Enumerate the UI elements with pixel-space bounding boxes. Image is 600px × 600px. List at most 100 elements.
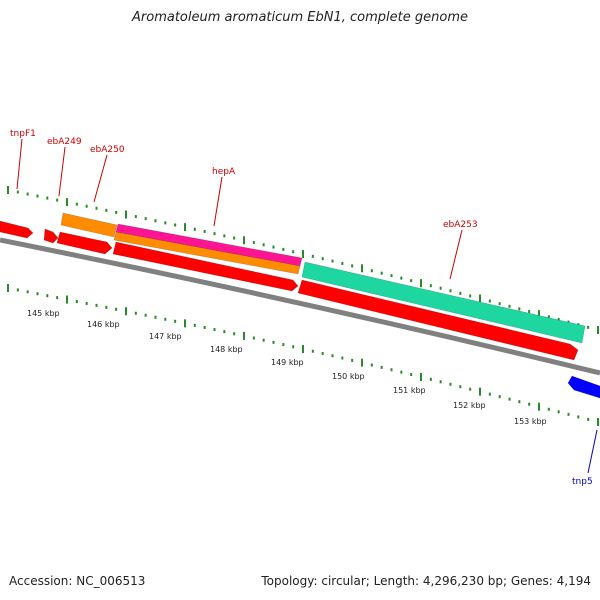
inner-minor-tick [115,307,118,311]
accession-text: Accession: NC_006513 [9,574,146,588]
outer-minor-tick [36,194,39,198]
genome-summary-text: Topology: circular; Length: 4,296,230 bp… [261,574,591,588]
outer-minor-tick [449,289,452,293]
inner-minor-tick [292,345,295,349]
inner-minor-tick [498,395,501,399]
inner-minor-tick [46,294,49,298]
tick-label-146: 146 kbp [87,320,120,329]
gene-labels: tnpF1 ebA249 ebA250 hepA ebA253 tnp5 [10,129,598,487]
tick-label-153: 153 kbp [514,417,547,426]
inner-tick-track [7,284,599,426]
inner-major-tick [66,295,68,304]
outer-major-tick [7,186,9,194]
inner-minor-tick [75,299,78,303]
label-ebA253[interactable]: ebA253 [443,220,478,230]
inner-major-tick [243,331,245,340]
outer-minor-tick [164,221,167,225]
inner-minor-tick [341,356,344,360]
outer-minor-tick [154,219,157,223]
inner-minor-tick [410,373,413,377]
gene-ebA253-teal[interactable] [301,261,586,344]
tick-label-149: 149 kbp [271,358,304,367]
tick-label-152: 152 kbp [453,401,486,410]
leader-tnpF1 [16,138,23,190]
outer-major-tick [479,294,481,303]
gene-ebA253-red[interactable] [297,279,579,361]
label-tnp5[interactable]: tnp5 [572,477,593,487]
outer-minor-tick [223,234,226,238]
inner-minor-tick [174,319,177,323]
outer-major-tick [243,236,245,245]
outer-minor-tick [16,190,19,194]
outer-minor-tick [469,294,472,298]
gene-tnp5[interactable] [567,375,600,399]
outer-minor-tick [262,243,265,247]
outer-major-tick [597,326,599,334]
inner-minor-tick [587,417,590,421]
tick-label-148: 148 kbp [210,345,243,354]
tick-label-147: 147 kbp [149,332,182,341]
outer-minor-tick [518,307,521,311]
outer-minor-tick [193,227,196,231]
outer-major-tick [184,223,186,232]
inner-minor-tick [469,387,472,391]
inner-major-tick [302,345,304,353]
outer-minor-tick [380,271,383,275]
outer-minor-tick [46,196,49,200]
inner-minor-tick [282,343,285,347]
label-ebA249[interactable]: ebA249 [47,137,82,147]
inner-minor-tick [380,365,383,369]
gene-hepA-orange[interactable] [113,231,301,275]
outer-minor-tick [115,210,118,214]
leader-tnp5 [587,429,598,474]
outer-minor-tick [321,257,324,261]
outer-minor-tick [75,202,78,206]
inner-minor-tick [547,407,550,411]
gene-ebA249-red[interactable] [56,231,113,255]
gene-small-red[interactable] [43,228,59,244]
inner-minor-tick [56,296,59,300]
gene-hepA-red[interactable] [112,241,299,292]
outer-major-tick [420,279,422,288]
outer-minor-tick [105,208,108,212]
leader-hepA [213,176,223,227]
outer-minor-tick [85,204,88,208]
inner-minor-tick [449,382,452,386]
label-hepA[interactable]: hepA [212,167,236,177]
outer-minor-tick [252,241,255,245]
outer-minor-tick [498,302,501,306]
label-ebA250[interactable]: ebA250 [90,145,125,155]
inner-minor-tick [557,410,560,414]
inner-minor-tick [193,323,196,327]
inner-minor-tick [36,292,39,296]
outer-major-tick [66,198,68,207]
inner-major-tick [361,358,363,367]
inner-minor-tick [85,301,88,305]
gene-ebA249-orange[interactable] [60,212,118,238]
outer-minor-tick [203,229,206,233]
gene-tnpF1[interactable] [0,220,34,239]
outer-minor-tick [144,217,147,221]
outer-minor-tick [56,198,59,202]
outer-minor-tick [26,192,29,196]
outer-minor-tick [508,304,511,308]
outer-minor-tick [282,247,285,251]
inner-minor-tick [370,363,373,367]
inner-minor-tick [164,317,167,321]
inner-major-tick [597,418,599,426]
outer-minor-tick [400,276,403,280]
outer-minor-tick [567,320,570,324]
label-tnpF1[interactable]: tnpF1 [10,129,36,139]
outer-minor-tick [390,274,393,278]
feature-track [0,212,600,399]
outer-minor-tick [528,310,531,314]
inner-minor-tick [233,332,236,336]
inner-minor-tick [488,392,491,396]
inner-minor-tick [577,415,580,419]
inner-minor-tick [16,288,19,292]
inner-major-tick [420,372,422,381]
inner-major-tick [538,402,540,411]
inner-minor-tick [154,315,157,319]
inner-minor-tick [429,377,432,381]
outer-minor-tick [341,261,344,265]
